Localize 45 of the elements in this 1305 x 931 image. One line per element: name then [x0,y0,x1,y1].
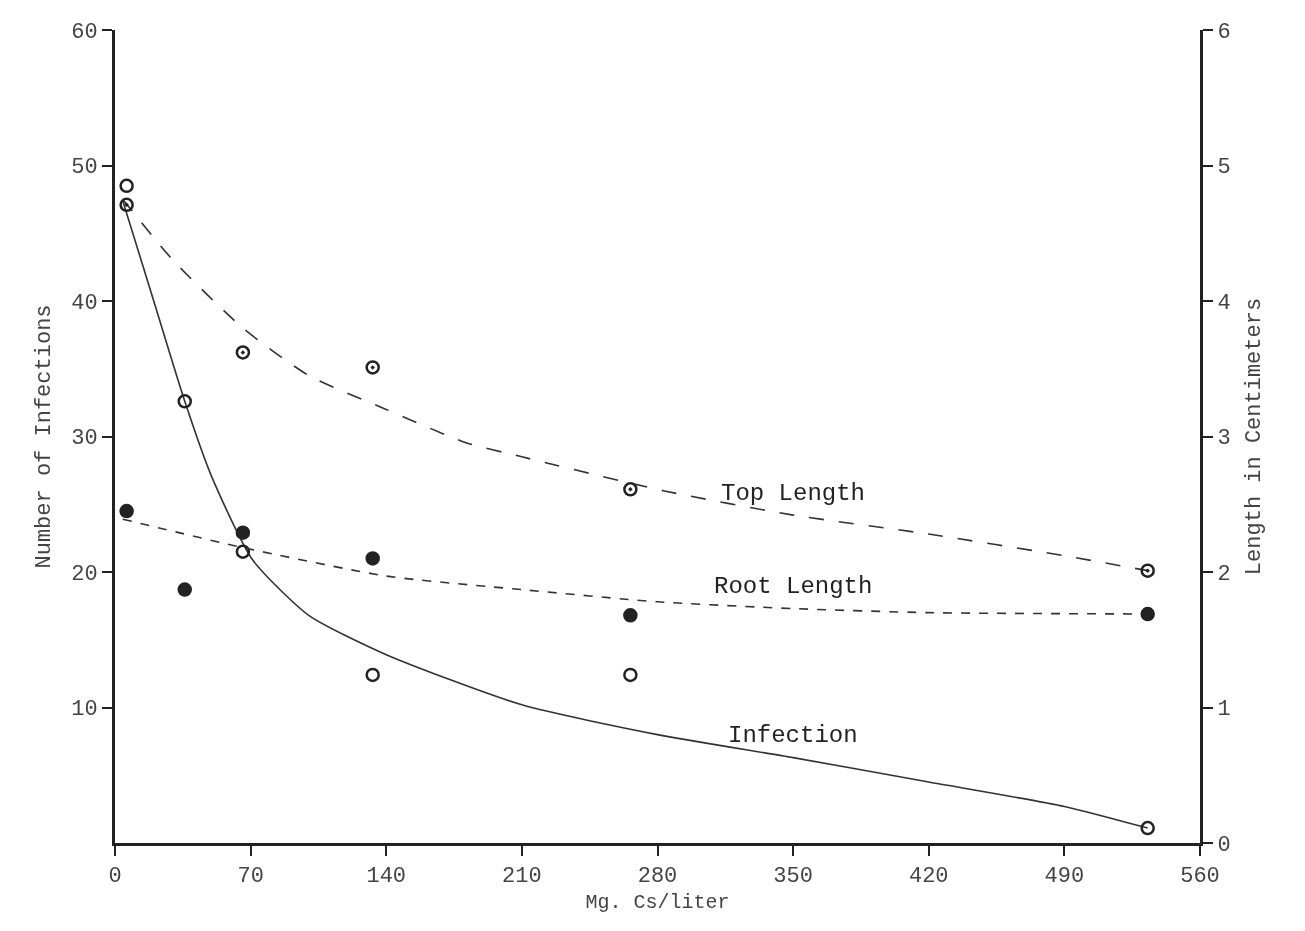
point [623,667,638,683]
y2-tick-label: 0 [1217,832,1231,858]
y-axis-title: Number of Infections [31,304,57,569]
point [119,503,134,519]
point [1140,563,1155,578]
x-tick-label: 350 [773,864,813,890]
x-tick-label: 420 [908,864,949,890]
y2-tick-label: 2 [1217,561,1231,587]
point [235,544,251,559]
y2-tick-label: 3 [1217,426,1231,452]
point [119,178,134,194]
y-tick-label: 60 [71,19,98,45]
point [1140,606,1155,622]
point [177,582,192,597]
x-tick-label: 70 [237,864,264,890]
point [365,667,380,683]
series-label: Infection [728,722,858,749]
y-tick-label: 30 [71,426,98,452]
point [365,360,380,375]
y-tick-label: 20 [71,561,98,587]
y-tick-label: 40 [71,290,98,316]
y2-tick-label: 5 [1217,155,1231,181]
point [1140,820,1155,836]
point [365,551,380,566]
x-tick-label: 490 [1044,864,1085,890]
x-axis-title: Mg. Cs/liter [585,890,730,914]
y2-tick-label: 6 [1217,19,1231,45]
y2-tick-label: 4 [1217,290,1231,316]
x-tick-label: 210 [502,864,542,890]
point [235,345,251,360]
series-label: Top Length [721,480,866,507]
y2-axis-title: Length in Centimeters [1241,297,1267,576]
y-tick-label: 50 [71,155,98,181]
point [177,394,192,409]
point [623,482,638,497]
point [623,608,638,623]
series-label: Root Length [714,573,873,600]
x-tick-label: 280 [637,864,678,890]
point [119,197,134,213]
y-tick-label: 10 [71,697,98,723]
x-tick-label: 560 [1180,864,1220,890]
x-tick-label: 140 [366,864,407,890]
y2-tick-label: 1 [1217,697,1231,723]
x-tick-label: 0 [108,864,122,890]
point [235,525,251,540]
